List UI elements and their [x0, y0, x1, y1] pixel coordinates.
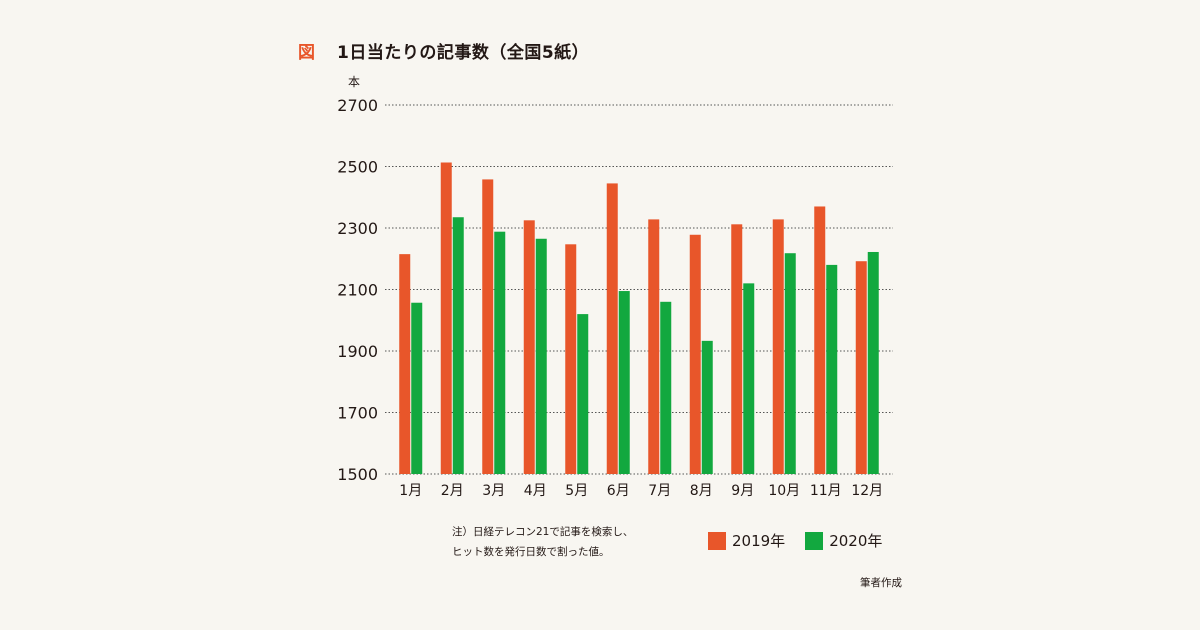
bar-2019 — [855, 261, 867, 474]
legend-label-2020: 2020年 — [829, 532, 883, 550]
x-tick-label: 10月 — [768, 483, 800, 499]
y-tick-label: 1900 — [337, 342, 378, 361]
bar-2019 — [648, 219, 660, 474]
x-tick-label: 11月 — [810, 483, 842, 499]
legend-item-2019: 2019年 — [708, 530, 785, 551]
legend-item-2020: 2020年 — [805, 530, 882, 551]
note-line-2: ヒット数を発行日数で割った値。 — [452, 546, 610, 558]
x-tick-label: 2月 — [441, 483, 464, 499]
y-tick-label: 1700 — [337, 404, 378, 423]
figure-title-row: 図 1日当たりの記事数（全国5紙） — [298, 38, 589, 63]
bar-2019 — [731, 224, 743, 474]
bar-2020 — [867, 251, 879, 474]
x-tick-label: 4月 — [524, 483, 547, 499]
x-tick-label: 6月 — [607, 483, 630, 499]
bar-2020 — [411, 302, 423, 474]
bar-2020 — [784, 253, 796, 474]
bar-2020 — [743, 283, 755, 474]
x-tick-label: 12月 — [851, 483, 883, 499]
bar-2020 — [660, 301, 672, 474]
bar-2019 — [399, 254, 411, 474]
bar-2019 — [772, 219, 784, 474]
figure-label: 図 — [298, 43, 315, 63]
bar-2020 — [452, 217, 464, 475]
bar-2020 — [494, 231, 506, 474]
bar-2019 — [565, 244, 577, 474]
chart-note: 注）日経テレコン21で記事を検索し、 ヒット数を発行日数で割った値。 — [452, 522, 682, 562]
legend-swatch-2020 — [805, 531, 824, 550]
bar-2020 — [826, 264, 838, 474]
y-axis-unit-label: 本 — [348, 75, 360, 89]
bar-2020 — [618, 291, 630, 474]
y-tick-label: 2300 — [337, 219, 378, 238]
y-tick-label: 2500 — [337, 158, 378, 177]
x-tick-label: 3月 — [482, 483, 505, 499]
bar-2019 — [523, 220, 535, 474]
legend-label-2019: 2019年 — [732, 532, 786, 550]
x-tick-label: 1月 — [399, 483, 422, 499]
bar-2020 — [701, 340, 713, 474]
bar-2020 — [535, 238, 547, 474]
bar-2019 — [440, 162, 452, 474]
x-tick-label: 9月 — [731, 483, 754, 499]
y-tick-label: 1500 — [337, 465, 378, 484]
bar-2019 — [689, 234, 701, 474]
bar-2020 — [577, 314, 589, 474]
x-tick-label: 5月 — [565, 483, 588, 499]
bar-2019 — [482, 179, 494, 475]
x-tick-label: 8月 — [690, 483, 713, 499]
chart-credit: 筆者作成 — [860, 577, 902, 589]
legend-swatch-2019 — [708, 531, 726, 550]
y-tick-label: 2700 — [337, 96, 378, 115]
x-tick-label: 7月 — [648, 483, 671, 499]
bar-2019 — [606, 183, 618, 474]
bar-2019 — [814, 206, 826, 474]
chart-legend: 2019年 2020年 — [708, 530, 902, 551]
chart-title: 1日当たりの記事数（全国5紙） — [337, 43, 590, 63]
y-tick-label: 2100 — [337, 281, 378, 300]
note-line-1: 注）日経テレコン21で記事を検索し、 — [452, 526, 634, 538]
